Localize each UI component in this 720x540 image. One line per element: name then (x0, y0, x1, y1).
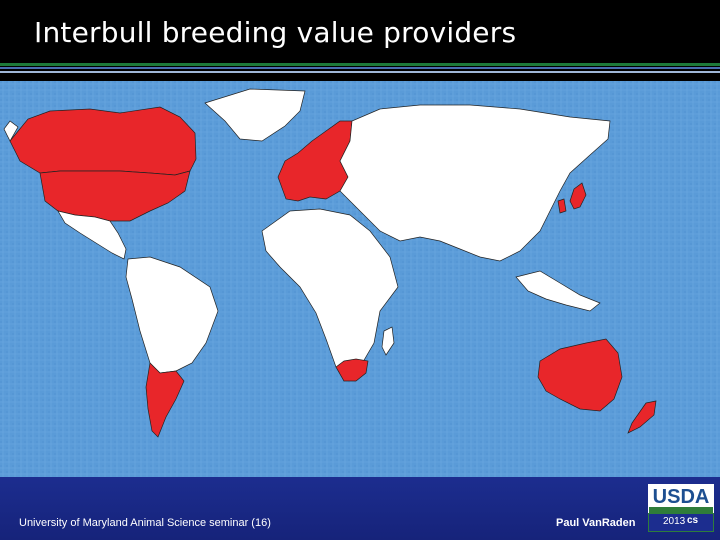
footer-seminar-text: University of Maryland Animal Science se… (19, 517, 271, 529)
land-madagascar (381, 326, 395, 356)
world-map-svg (0, 81, 720, 477)
year-badge: 2013 cs (648, 513, 714, 532)
slide-footer (0, 477, 720, 540)
land-argentina (145, 362, 185, 438)
land-australia (537, 338, 623, 412)
land-new-zealand (627, 400, 657, 434)
header-rule-light (0, 71, 720, 73)
usda-logo: USDA (648, 484, 714, 514)
land-korea (557, 198, 567, 214)
slide-title: Interbull breeding value providers (34, 16, 517, 49)
land-mexico (57, 210, 127, 260)
land-south-america-north (125, 256, 219, 374)
header-rule-blue (0, 67, 720, 69)
land-africa (261, 208, 399, 382)
usda-logo-swoosh (649, 507, 713, 513)
world-map (0, 81, 720, 477)
usda-logo-text: USDA (652, 486, 710, 508)
slide-header: Interbull breeding value providers (0, 0, 720, 64)
land-greenland (204, 88, 306, 142)
land-alaska (3, 120, 19, 142)
footer-presenter-text: Paul VanRaden (556, 517, 636, 529)
land-se-asia (515, 270, 601, 312)
land-south-africa (335, 358, 369, 382)
year-text: 2013 (663, 516, 686, 527)
agency-mark: cs (687, 515, 699, 526)
land-asia (339, 104, 611, 262)
land-canada (9, 106, 197, 176)
header-rule-green (0, 63, 720, 66)
land-japan (569, 182, 587, 210)
